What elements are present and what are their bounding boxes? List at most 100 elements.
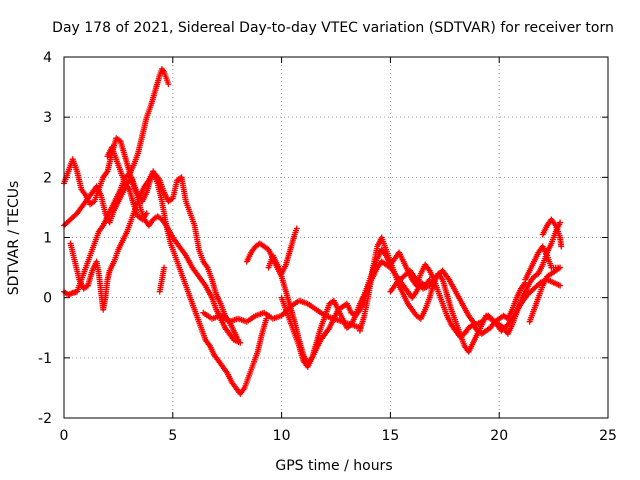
data-point [130, 152, 141, 169]
data-points [61, 66, 565, 397]
data-point [80, 193, 92, 208]
data-point [217, 300, 228, 317]
data-point [246, 362, 256, 379]
data-point [287, 318, 297, 335]
data-point [465, 312, 478, 327]
y-axis-label: SDTVAR / TECUs [6, 181, 22, 296]
chart-title: Day 178 of 2021, Sidereal Day-to-day VTE… [52, 20, 614, 36]
series-track-n [539, 216, 565, 250]
data-point [291, 227, 300, 238]
data-point [202, 282, 214, 299]
data-point [539, 275, 550, 289]
x-tick-label: 0 [60, 428, 69, 444]
x-tick-label: 10 [273, 428, 291, 444]
data-point [536, 243, 546, 254]
data-point [544, 254, 555, 271]
data-point [383, 246, 393, 263]
data-point [518, 293, 530, 307]
data-point [115, 191, 125, 205]
data-point [278, 294, 289, 311]
data-point [526, 275, 536, 286]
data-point [115, 239, 125, 253]
data-point [361, 293, 372, 319]
data-point [182, 198, 193, 215]
data-point [400, 291, 410, 305]
data-point [459, 300, 471, 317]
data-point [526, 308, 537, 325]
data-point [150, 214, 160, 223]
y-tick-label: 3 [43, 110, 52, 126]
data-point [348, 309, 358, 318]
data-point [513, 287, 524, 301]
data-point [195, 246, 206, 263]
data-point [141, 178, 151, 190]
data-point [378, 234, 389, 251]
data-point [511, 302, 523, 319]
data-point [150, 168, 160, 185]
data-point [172, 252, 182, 269]
data-point [474, 323, 484, 337]
data-point [444, 312, 454, 326]
data-point [143, 210, 150, 217]
data-point [548, 216, 558, 227]
data-point [339, 301, 349, 310]
data-point [230, 336, 242, 345]
data-point [522, 281, 532, 295]
data-point [161, 69, 171, 86]
grid [64, 57, 608, 418]
series-track-j [278, 246, 529, 370]
data-point [339, 315, 349, 329]
data-point [139, 191, 149, 205]
data-point [378, 258, 388, 267]
data-point [222, 324, 232, 336]
data-point [452, 288, 465, 305]
y-tick-label: 0 [43, 291, 52, 307]
data-point [523, 267, 533, 281]
data-point [387, 258, 397, 275]
data-point [400, 258, 410, 272]
data-point [409, 290, 419, 301]
data-point [217, 312, 231, 324]
data-point [420, 283, 431, 292]
series-track-d [67, 168, 270, 397]
data-point [509, 296, 519, 313]
data-point [472, 319, 484, 328]
data-point [383, 261, 392, 270]
y-tick-label: 1 [43, 231, 52, 247]
data-point [108, 197, 119, 211]
y-tick-label: 4 [43, 50, 52, 66]
data-point [522, 276, 529, 283]
data-point [535, 263, 545, 277]
data-point [531, 280, 543, 292]
data-point [113, 188, 123, 202]
data-point [91, 230, 102, 247]
series-track-i [265, 225, 300, 277]
data-point [550, 279, 562, 288]
data-point [219, 363, 230, 375]
data-point [304, 300, 318, 312]
data-point [557, 282, 564, 289]
data-point [200, 258, 210, 270]
data-point [504, 308, 515, 322]
data-point [343, 322, 353, 331]
data-point [293, 225, 300, 232]
data-point [111, 200, 121, 214]
data-point [256, 240, 266, 249]
data-point [130, 201, 141, 218]
data-point [407, 267, 419, 282]
data-point [461, 326, 471, 337]
data-point [409, 306, 419, 318]
data-point [552, 222, 563, 239]
data-point [470, 332, 480, 346]
data-point [548, 268, 558, 277]
data-point [330, 297, 341, 311]
x-tick-label: 15 [381, 428, 399, 444]
data-point [93, 183, 104, 197]
series-track-f [156, 264, 168, 295]
data-point [322, 326, 332, 337]
data-point [396, 282, 406, 296]
data-point [500, 312, 510, 321]
data-point [544, 271, 553, 280]
data-point [531, 296, 541, 313]
data-point [69, 156, 80, 173]
